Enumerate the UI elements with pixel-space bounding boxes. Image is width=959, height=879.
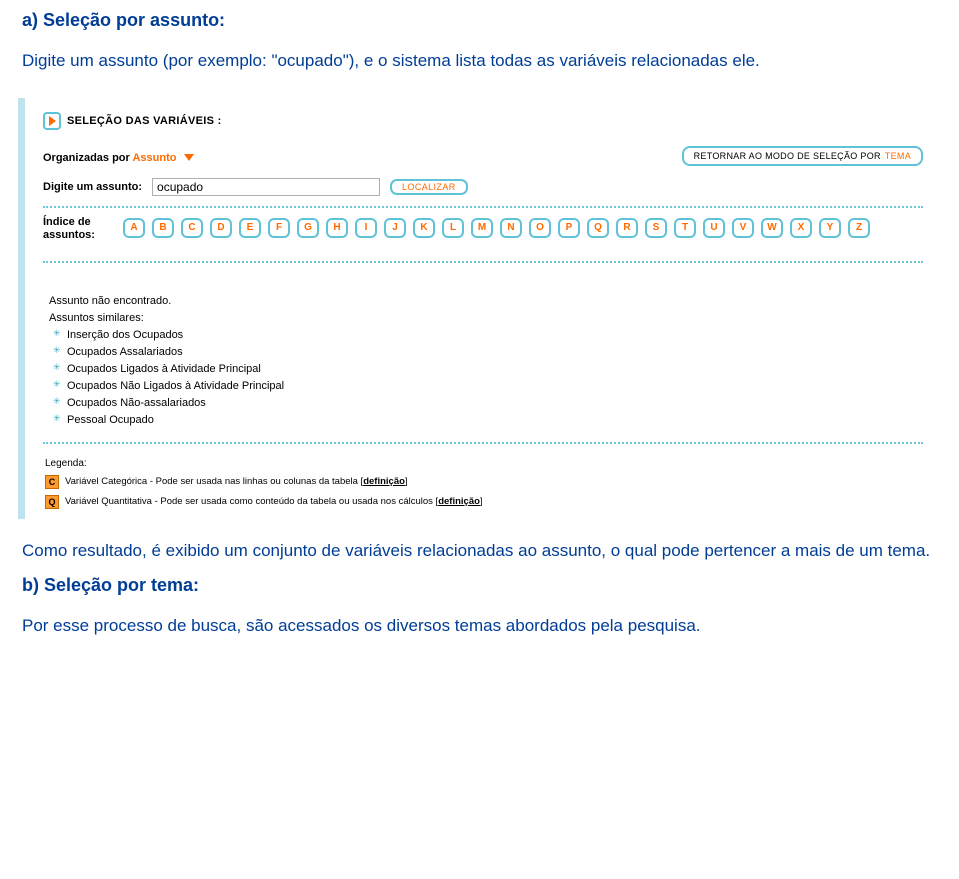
separator xyxy=(43,442,923,444)
letter-r[interactable]: R xyxy=(616,218,638,238)
legend-definicao-link[interactable]: definição xyxy=(438,496,480,507)
letter-c[interactable]: C xyxy=(181,218,203,238)
letter-index: ABCDEFGHIJKLMNOPQRSTUVWXYZ xyxy=(123,216,870,238)
localizar-button[interactable]: LOCALIZAR xyxy=(390,179,468,195)
letter-w[interactable]: W xyxy=(761,218,783,238)
letter-o[interactable]: O xyxy=(529,218,551,238)
organized-word: Assunto xyxy=(132,152,176,164)
letter-m[interactable]: M xyxy=(471,218,493,238)
chevron-down-icon xyxy=(184,154,194,161)
outro-section: Como resultado, é exibido um conjunto de… xyxy=(0,533,959,669)
intro-heading: a) Seleção por assunto: xyxy=(22,10,937,31)
section-toggle-icon[interactable] xyxy=(43,112,61,130)
legend-text: Variável Quantitativa - Pode ser usada c… xyxy=(65,496,483,507)
legend-icon: Q xyxy=(45,495,59,509)
return-tema-button[interactable]: RETORNAR AO MODO DE SELEÇÃO POR TEMA xyxy=(682,146,923,166)
letter-l[interactable]: L xyxy=(442,218,464,238)
assunto-input-row: Digite um assunto: LOCALIZAR xyxy=(43,178,923,196)
return-btn-prefix: RETORNAR AO MODO DE SELEÇÃO POR xyxy=(694,151,881,161)
section-title-row: SELEÇÃO DAS VARIÁVEIS : xyxy=(43,112,923,130)
result-items-list: Inserção dos OcupadosOcupados Assalariad… xyxy=(49,327,921,429)
letter-k[interactable]: K xyxy=(413,218,435,238)
outro-paragraph: Como resultado, é exibido um conjunto de… xyxy=(22,539,937,564)
result-item[interactable]: Pessoal Ocupado xyxy=(49,412,921,429)
result-item[interactable]: Inserção dos Ocupados xyxy=(49,327,921,344)
assunto-input[interactable] xyxy=(152,178,380,196)
letter-u[interactable]: U xyxy=(703,218,725,238)
section-title: SELEÇÃO DAS VARIÁVEIS : xyxy=(67,115,222,127)
legend-label: Legenda: xyxy=(43,452,923,469)
letter-b[interactable]: B xyxy=(152,218,174,238)
letter-q[interactable]: Q xyxy=(587,218,609,238)
separator xyxy=(43,206,923,208)
result-item[interactable]: Ocupados Não-assalariados xyxy=(49,395,921,412)
outro-heading: b) Seleção por tema: xyxy=(22,575,937,596)
result-item[interactable]: Ocupados Não Ligados à Atividade Princip… xyxy=(49,378,921,395)
legend-text: Variável Categórica - Pode ser usada nas… xyxy=(65,476,408,487)
letter-e[interactable]: E xyxy=(239,218,261,238)
app-panel: SELEÇÃO DAS VARIÁVEIS : Organizadas por … xyxy=(18,98,941,519)
letter-j[interactable]: J xyxy=(384,218,406,238)
similar-label: Assuntos similares: xyxy=(49,310,921,327)
letter-s[interactable]: S xyxy=(645,218,667,238)
organized-label[interactable]: Organizadas por Assunto xyxy=(43,146,194,164)
letter-h[interactable]: H xyxy=(326,218,348,238)
intro-section: a) Seleção por assunto: Digite um assunt… xyxy=(0,0,959,98)
intro-paragraph: Digite um assunto (por exemplo: "ocupado… xyxy=(22,49,937,74)
letter-v[interactable]: V xyxy=(732,218,754,238)
letter-d[interactable]: D xyxy=(210,218,232,238)
result-item[interactable]: Ocupados Ligados à Atividade Principal xyxy=(49,361,921,378)
letter-f[interactable]: F xyxy=(268,218,290,238)
letter-n[interactable]: N xyxy=(500,218,522,238)
organize-row: Organizadas por Assunto RETORNAR AO MODO… xyxy=(43,146,923,166)
results-block: Assunto não encontrado. Assuntos similar… xyxy=(43,271,923,431)
index-label: Índice de assuntos: xyxy=(43,216,107,244)
organized-prefix: Organizadas por xyxy=(43,152,132,164)
letter-a[interactable]: A xyxy=(123,218,145,238)
separator xyxy=(43,261,923,263)
legend-definicao-link[interactable]: definição xyxy=(363,476,405,487)
letter-y[interactable]: Y xyxy=(819,218,841,238)
letter-g[interactable]: G xyxy=(297,218,319,238)
letter-z[interactable]: Z xyxy=(848,218,870,238)
letter-p[interactable]: P xyxy=(558,218,580,238)
letter-t[interactable]: T xyxy=(674,218,696,238)
letter-x[interactable]: X xyxy=(790,218,812,238)
not-found-text: Assunto não encontrado. xyxy=(49,293,921,310)
assunto-label: Digite um assunto: xyxy=(43,181,142,193)
result-item[interactable]: Ocupados Assalariados xyxy=(49,344,921,361)
letter-i[interactable]: I xyxy=(355,218,377,238)
triangle-right-icon xyxy=(49,116,56,126)
outro-paragraph2: Por esse processo de busca, são acessado… xyxy=(22,614,937,639)
legend-icon: C xyxy=(45,475,59,489)
legend-row: Q Variável Quantitativa - Pode ser usada … xyxy=(43,489,923,509)
return-btn-word: TEMA xyxy=(885,151,911,161)
index-row: Índice de assuntos: ABCDEFGHIJKLMNOPQRST… xyxy=(43,216,923,252)
legend-list: C Variável Categórica - Pode ser usada na… xyxy=(43,469,923,509)
legend-row: C Variável Categórica - Pode ser usada na… xyxy=(43,469,923,489)
